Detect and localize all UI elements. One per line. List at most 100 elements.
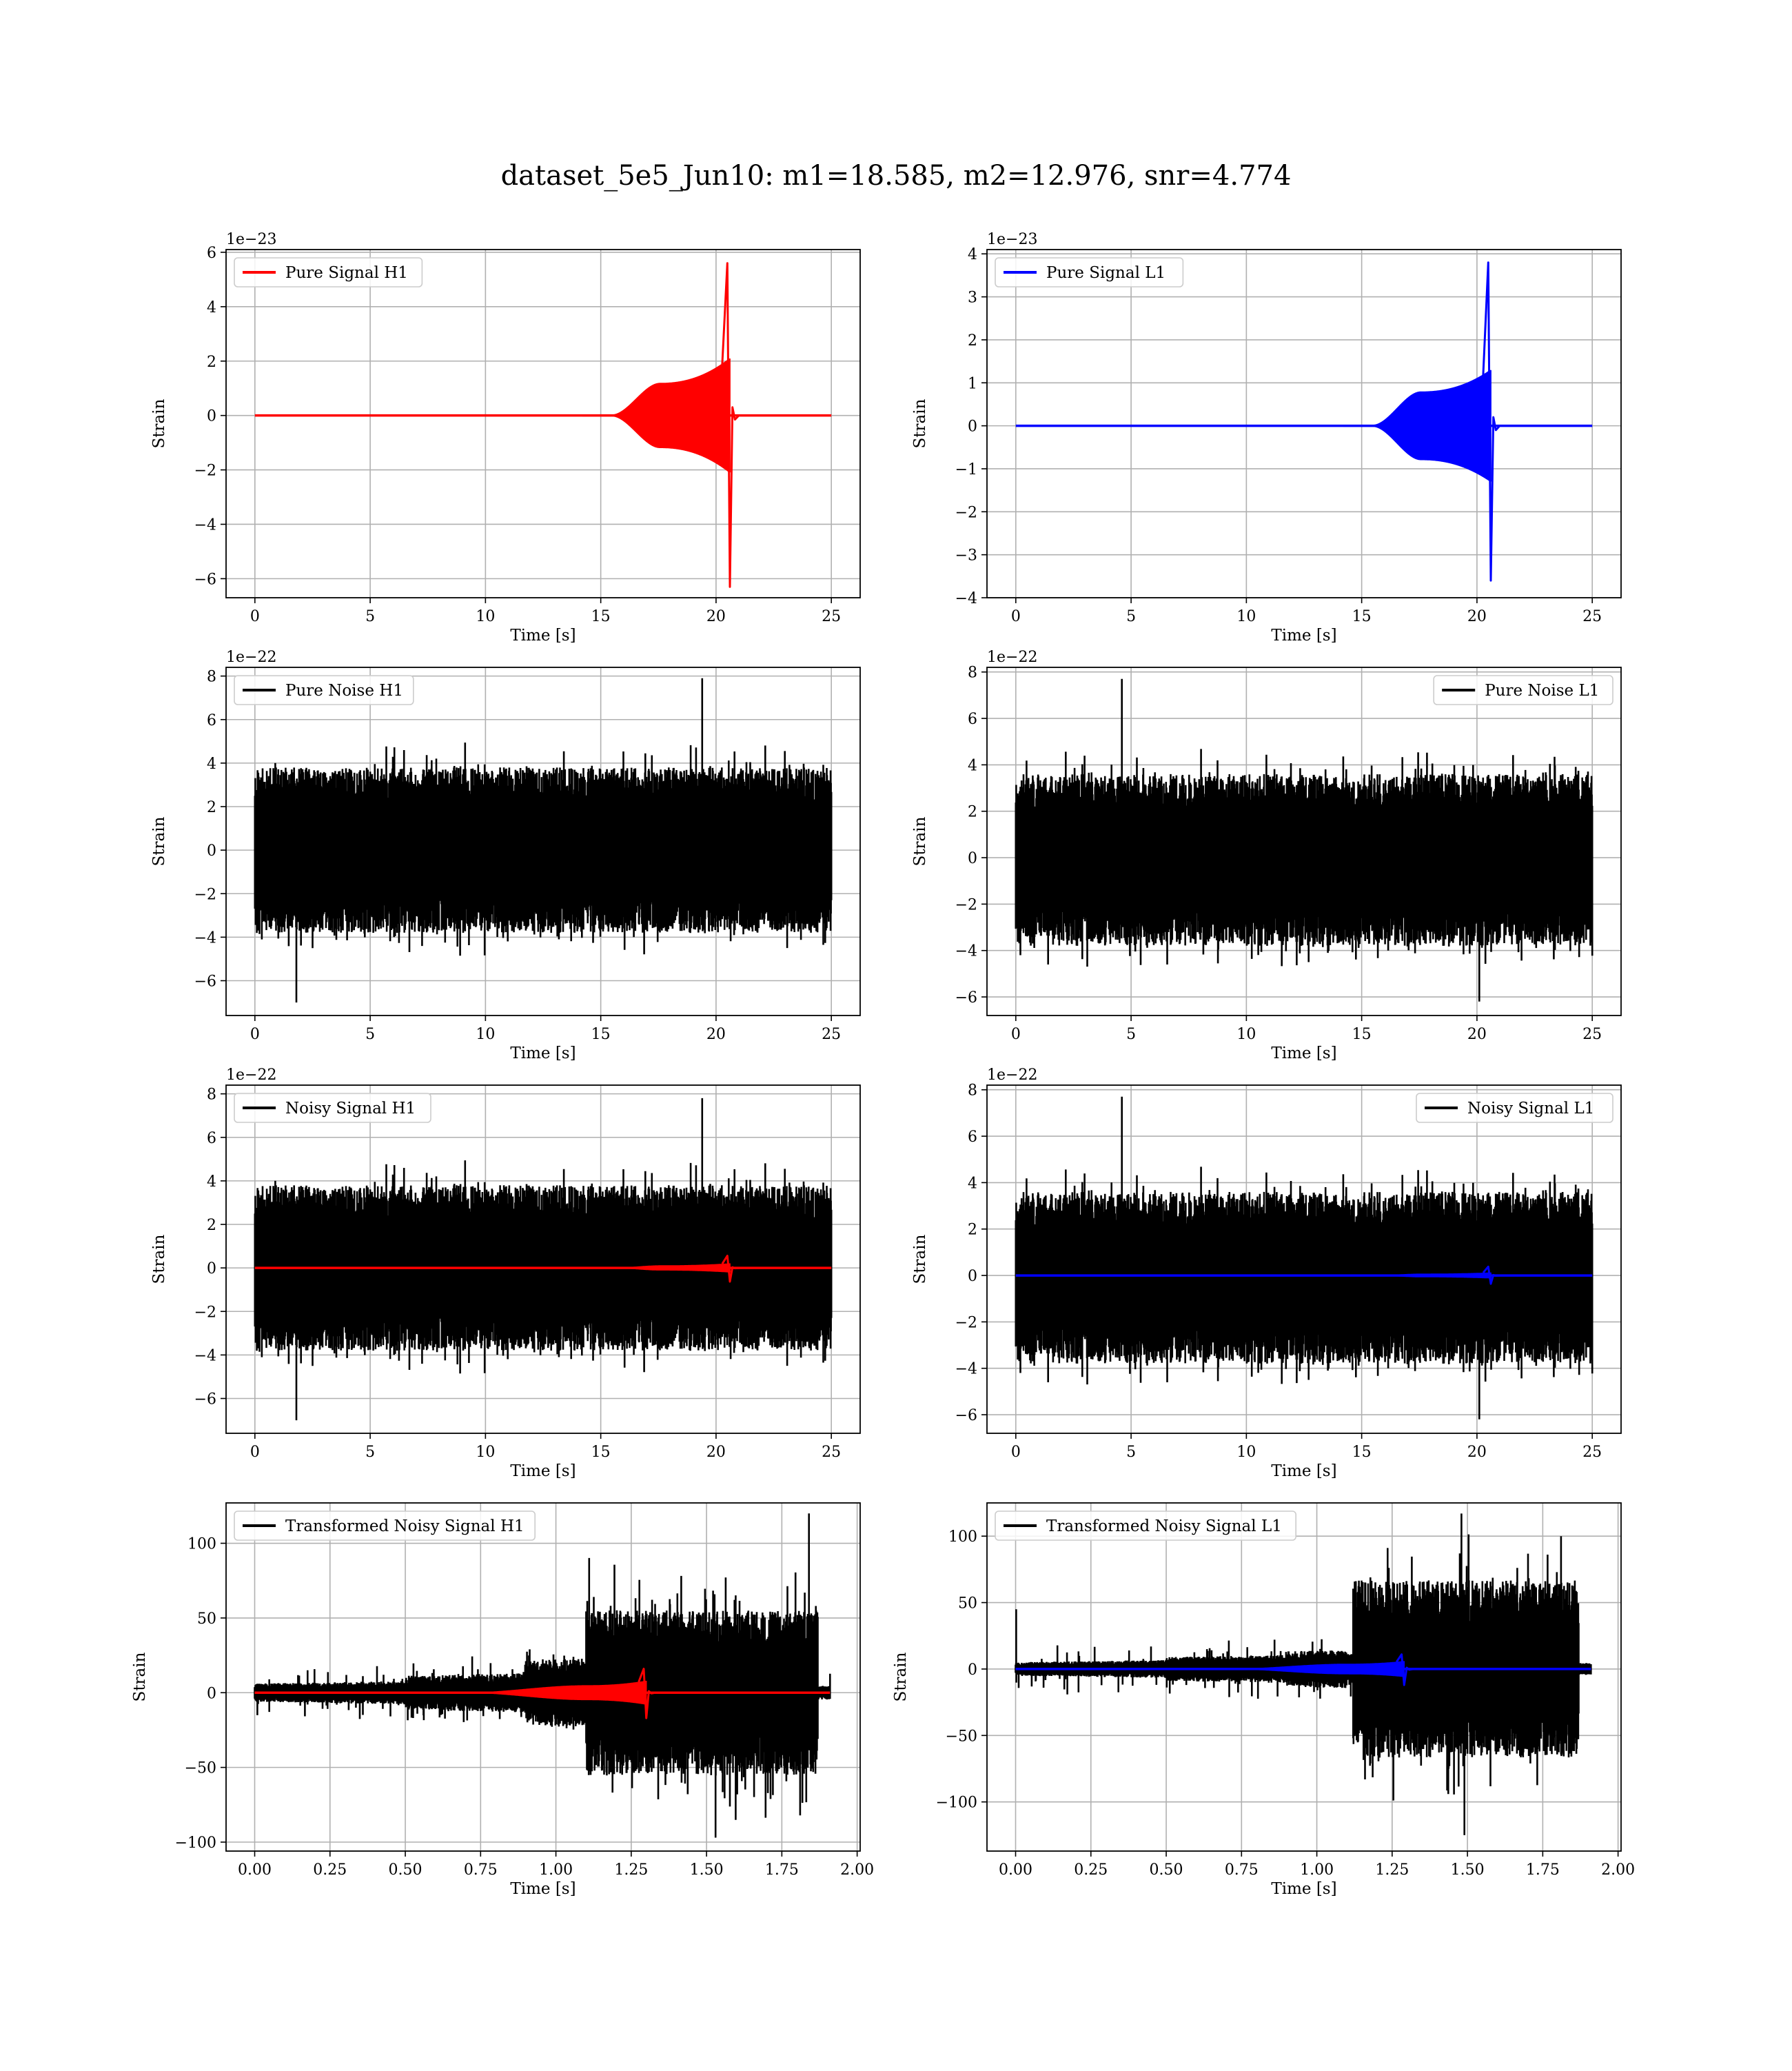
x-axis-label: Time [s] (1271, 627, 1336, 645)
y-tick-label: −6 (955, 989, 977, 1007)
x-tick-label: 5 (1126, 1026, 1136, 1043)
x-axis-label: Time [s] (510, 1044, 576, 1062)
x-tick-label: 10 (1236, 608, 1256, 625)
y-tick-label: 8 (207, 1087, 216, 1104)
y-axis-label: Strain (131, 1652, 149, 1701)
x-axis-label: Time [s] (510, 1462, 576, 1480)
x-tick-label: 15 (591, 608, 611, 625)
y-tick-label: −2 (955, 896, 977, 913)
plot-area (254, 678, 833, 1003)
x-tick-label: 2.00 (840, 1861, 874, 1879)
x-tick-label: 1.50 (1451, 1861, 1485, 1879)
legend-label: Pure Signal H1 (285, 264, 408, 282)
legend-label: Pure Noise H1 (285, 682, 403, 700)
x-tick-label: 1.25 (614, 1861, 648, 1879)
signal-envelope (392, 1681, 647, 1705)
y-axis-label: Strain (911, 398, 929, 448)
x-tick-label: 25 (1582, 1026, 1602, 1043)
x-tick-label: 10 (476, 1026, 495, 1043)
x-tick-label: 0.75 (1225, 1861, 1259, 1879)
figure-title: dataset_5e5_Jun10: m1=18.585, m2=12.976,… (501, 160, 1292, 192)
y-tick-label: −4 (955, 943, 977, 960)
x-tick-label: 25 (822, 608, 841, 625)
grid-lines (987, 250, 1621, 598)
axes-frame (225, 1084, 861, 1434)
signal-merger-peak (1482, 1265, 1500, 1285)
y-offset-label: 1e−22 (987, 1067, 1037, 1084)
y-tick-label: 6 (207, 245, 216, 262)
x-axis-label: Time [s] (1271, 1880, 1336, 1898)
y-tick-label: −2 (955, 1314, 977, 1331)
y-tick-label: 2 (968, 804, 977, 821)
y-tick-label: 0 (968, 418, 977, 436)
y-axis-label: Strain (150, 816, 168, 866)
y-tick-label: 1 (968, 375, 977, 392)
y-tick-label: 2 (207, 1217, 216, 1234)
y-tick-label: 4 (968, 1175, 977, 1192)
x-tick-label: 0.50 (389, 1861, 422, 1879)
x-axis-label: Time [s] (1271, 1044, 1336, 1062)
legend-box (234, 1093, 431, 1123)
y-tick-label: 0 (968, 1661, 977, 1679)
x-tick-label: 10 (1236, 1026, 1256, 1043)
signal-merger-peak (721, 262, 740, 588)
y-tick-label: 6 (207, 712, 216, 729)
legend: Transformed Noisy Signal L1 (995, 1511, 1297, 1541)
x-tick-label: 5 (365, 1444, 375, 1461)
y-tick-label: −2 (194, 1304, 216, 1321)
plot-area (254, 262, 832, 588)
y-tick-label: 2 (207, 799, 216, 816)
x-tick-label: 0 (1011, 1444, 1021, 1461)
y-tick-label: −2 (194, 463, 216, 480)
panel-noisy-signal-l1: 0 5 10 15 20 25 −6 −4 −2 0 2 4 6 8 Time [s] Strain 1e−22… (911, 1067, 1622, 1480)
y-tick-label: 0 (207, 408, 216, 425)
x-tick-label: 25 (1582, 608, 1602, 625)
x-tick-label: 0 (1011, 1026, 1021, 1043)
legend-box (1433, 675, 1613, 705)
signal-merger-peak (1482, 261, 1501, 582)
y-tick-label: 8 (968, 665, 977, 682)
y-tick-label: 50 (958, 1595, 977, 1613)
y-tick-label: −1 (955, 461, 977, 478)
x-tick-label: 10 (476, 1444, 495, 1461)
panel-transformed-noisy-signal-h1: 0.00 0.25 0.50 0.75 1.00 1.25 1.50 1.75 2.00 −100… (131, 1502, 874, 1898)
x-tick-label: 15 (591, 1026, 611, 1043)
x-tick-label: 0.00 (238, 1861, 272, 1879)
x-tick-label: 15 (591, 1444, 611, 1461)
x-tick-label: 20 (1467, 608, 1487, 625)
plot-area (1015, 678, 1594, 1002)
x-tick-label: 1.75 (1526, 1861, 1560, 1879)
signal-envelope (582, 1263, 731, 1273)
x-tick-label: 0.25 (313, 1861, 347, 1879)
plot-area (1015, 1513, 1592, 1835)
y-tick-label: −3 (955, 547, 977, 565)
signal-envelope (1153, 1661, 1405, 1677)
y-axis-label: Strain (911, 1234, 929, 1284)
x-tick-label: 5 (365, 608, 375, 625)
y-tick-label: 8 (207, 669, 216, 686)
axes-frame (225, 249, 861, 598)
y-tick-label: 6 (968, 711, 977, 728)
y-offset-label: 1e−22 (987, 649, 1037, 666)
x-tick-label: 1.25 (1375, 1861, 1409, 1879)
panel-transformed-noisy-signal-l1: 0.00 0.25 0.50 0.75 1.00 1.25 1.50 1.75 2.00 −100… (892, 1502, 1635, 1898)
y-tick-label: 0 (968, 1268, 977, 1285)
y-tick-label: 2 (968, 332, 977, 350)
x-tick-label: 0.75 (464, 1861, 498, 1879)
panel-pure-noise-l1: 0 5 10 15 20 25 −6 −4 −2 0 2 4 6 8 Time [s] Strain 1e−22… (911, 649, 1622, 1062)
panel-pure-noise-h1: 0 5 10 15 20 25 −6 −4 −2 0 2 4 6 8 Time [s] Strain 1e−22… (150, 649, 861, 1062)
y-offset-label: 1e−22 (226, 649, 276, 666)
x-tick-label: 0 (250, 1444, 260, 1461)
x-tick-label: 15 (1352, 1026, 1372, 1043)
y-axis-label: Strain (150, 1234, 168, 1284)
axes-frame (986, 1084, 1622, 1434)
x-tick-label: 5 (365, 1026, 375, 1043)
x-tick-label: 20 (1467, 1026, 1487, 1043)
y-tick-label: 3 (968, 290, 977, 307)
legend-box (1416, 1093, 1613, 1123)
axes-frame (986, 667, 1622, 1016)
y-tick-label: 4 (968, 246, 977, 263)
y-tick-label: −6 (194, 571, 216, 588)
x-tick-label: 10 (476, 608, 495, 625)
x-tick-label: 20 (706, 1444, 726, 1461)
